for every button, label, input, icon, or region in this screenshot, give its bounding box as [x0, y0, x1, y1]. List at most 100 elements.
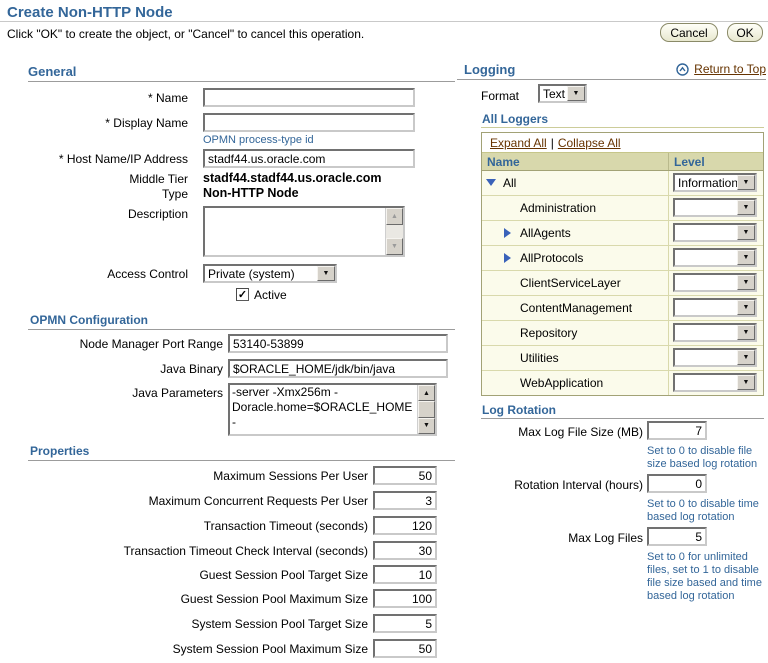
level-value — [675, 275, 737, 290]
rotation-interval-input[interactable] — [647, 474, 707, 493]
logging-section-rule — [457, 79, 766, 80]
title-divider — [0, 21, 768, 22]
dropdown-arrow-icon[interactable] — [317, 266, 335, 281]
max-log-files-input[interactable] — [647, 527, 707, 546]
java-params-scrollbar[interactable] — [417, 385, 435, 434]
description-textarea[interactable] — [203, 206, 405, 257]
scroll-down-icon[interactable] — [418, 417, 435, 434]
max-sessions-input[interactable] — [373, 466, 437, 485]
level-value — [675, 300, 737, 315]
dropdown-arrow-icon[interactable] — [737, 275, 755, 290]
dropdown-arrow-icon[interactable] — [737, 375, 755, 390]
host-input[interactable] — [203, 149, 415, 168]
rotation-interval-label: Rotation Interval (hours) — [514, 478, 643, 492]
dropdown-arrow-icon[interactable] — [737, 300, 755, 315]
system-pool-target-input[interactable] — [373, 614, 437, 633]
opmn-section-heading: OPMN Configuration — [30, 313, 148, 327]
level-select[interactable] — [673, 298, 757, 317]
description-scrollbar[interactable] — [385, 208, 403, 255]
return-to-top-label[interactable]: Return to Top — [694, 62, 766, 76]
port-range-label: Node Manager Port Range — [79, 337, 223, 351]
collapsed-tree-icon[interactable] — [504, 253, 511, 263]
logger-row: WebApplication — [482, 371, 763, 395]
level-select[interactable] — [673, 373, 757, 392]
scroll-up-icon[interactable] — [418, 385, 435, 402]
properties-section-heading: Properties — [30, 444, 90, 458]
display-name-label: * Display Name — [105, 116, 188, 130]
level-select[interactable] — [673, 348, 757, 367]
logger-row: All Information — [482, 171, 763, 196]
access-control-select[interactable]: Private (system) — [203, 264, 337, 283]
property-label: Maximum Sessions Per User — [213, 469, 368, 483]
instruction-text: Click "OK" to create the object, or "Can… — [7, 27, 365, 41]
page-title: Create Non-HTTP Node — [7, 4, 173, 21]
level-select[interactable] — [673, 323, 757, 342]
logger-row: AllAgents — [482, 221, 763, 246]
scrollbar-thumb[interactable] — [418, 401, 435, 418]
logger-name: All — [503, 176, 517, 190]
java-binary-label: Java Binary — [160, 362, 223, 376]
logging-section-heading: Logging — [464, 62, 516, 77]
property-label: System Session Pool Maximum Size — [172, 642, 368, 656]
collapsed-tree-icon[interactable] — [504, 228, 511, 238]
cancel-button[interactable]: Cancel — [660, 23, 718, 42]
level-select[interactable] — [673, 223, 757, 242]
active-checkbox[interactable] — [236, 288, 249, 301]
description-text[interactable] — [205, 208, 385, 255]
level-select[interactable] — [673, 248, 757, 267]
logger-name: WebApplication — [520, 376, 604, 390]
expand-all-link[interactable]: Expand All — [490, 135, 547, 150]
expanded-tree-icon[interactable] — [486, 179, 496, 186]
dropdown-arrow-icon[interactable] — [737, 250, 755, 265]
level-select[interactable]: Information — [673, 173, 757, 192]
description-label: Description — [127, 207, 188, 221]
logger-name: ClientServiceLayer — [520, 276, 621, 290]
guest-pool-max-input[interactable] — [373, 589, 437, 608]
max-log-file-size-input[interactable] — [647, 421, 707, 440]
middle-tier-label: Middle Tier — [129, 172, 188, 186]
level-value — [675, 225, 737, 240]
guest-pool-target-input[interactable] — [373, 565, 437, 584]
table-controls: Expand All | Collapse All — [482, 133, 763, 153]
collapse-all-link[interactable]: Collapse All — [557, 135, 621, 150]
dropdown-arrow-icon[interactable] — [737, 200, 755, 215]
logger-name: ContentManagement — [520, 301, 633, 315]
dropdown-arrow-icon[interactable] — [567, 86, 585, 101]
table-header-row: Name Level — [482, 153, 763, 171]
java-binary-input[interactable] — [228, 359, 448, 378]
dropdown-arrow-icon[interactable] — [737, 175, 755, 190]
display-name-input[interactable] — [203, 113, 415, 132]
name-label: * Name — [147, 91, 188, 105]
timeout-check-interval-input[interactable] — [373, 541, 437, 560]
link-separator: | — [550, 135, 554, 150]
level-select[interactable] — [673, 273, 757, 292]
dropdown-arrow-icon[interactable] — [737, 325, 755, 340]
opmn-section-rule — [28, 329, 455, 330]
java-params-textarea[interactable]: -server -Xmx256m -Doracle.home=$ORACLE_H… — [228, 383, 437, 436]
max-log-files-hint: Set to 0 for unlimited files, set to 1 t… — [647, 551, 762, 602]
properties-section-rule — [28, 460, 455, 461]
dropdown-arrow-icon[interactable] — [737, 225, 755, 240]
return-to-top-link[interactable]: Return to Top — [676, 62, 766, 76]
scroll-down-icon[interactable] — [386, 238, 403, 255]
logger-row: Repository — [482, 321, 763, 346]
level-value — [675, 325, 737, 340]
system-pool-max-input[interactable] — [373, 639, 437, 658]
format-select[interactable]: Text — [538, 84, 587, 103]
name-input[interactable] — [203, 88, 415, 107]
java-params-text[interactable]: -server -Xmx256m -Doracle.home=$ORACLE_H… — [232, 385, 413, 429]
property-label: System Session Pool Target Size — [191, 617, 368, 631]
host-label: * Host Name/IP Address — [58, 152, 188, 166]
max-concurrent-requests-input[interactable] — [373, 491, 437, 510]
level-select[interactable] — [673, 198, 757, 217]
logger-name: Administration — [520, 201, 597, 215]
ok-button[interactable]: OK — [727, 23, 763, 42]
logger-row: Administration — [482, 196, 763, 221]
port-range-input[interactable] — [228, 334, 448, 353]
scroll-up-icon[interactable] — [386, 208, 403, 225]
dropdown-arrow-icon[interactable] — [737, 350, 755, 365]
transaction-timeout-input[interactable] — [373, 516, 437, 535]
format-label: Format — [481, 89, 520, 103]
level-value — [675, 200, 737, 215]
name-column-header: Name — [487, 155, 520, 169]
